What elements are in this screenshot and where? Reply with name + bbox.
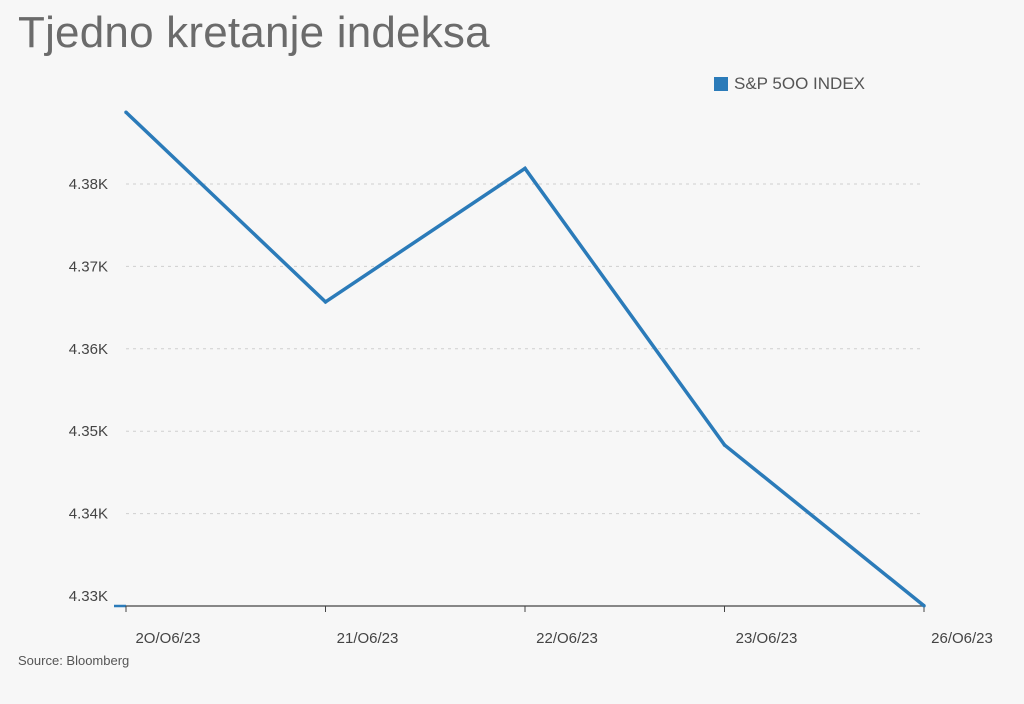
- x-tick-label: 22/O6/23: [536, 630, 598, 647]
- series-line-sp500: [124, 110, 926, 608]
- data-point: [722, 443, 727, 447]
- x-tick-label: 2O/O6/23: [135, 630, 200, 647]
- data-point: [922, 603, 926, 608]
- x-tick-label: 23/O6/23: [736, 630, 798, 647]
- y-tick-label: 4.33K: [69, 588, 108, 605]
- y-tick-label: 4.38K: [69, 176, 108, 193]
- legend-swatch: [714, 77, 728, 91]
- data-point: [124, 110, 128, 114]
- y-tick-label: 4.36K: [69, 341, 108, 358]
- legend: S&P 5OO INDEX: [714, 74, 865, 94]
- chart-title: Tjedno kretanje indeksa: [18, 8, 490, 57]
- y-tick-label: 4.35K: [69, 423, 108, 440]
- data-point: [523, 166, 527, 171]
- y-tick-label: 4.34K: [69, 506, 108, 523]
- x-tick-label: 26/O6/23: [931, 630, 993, 647]
- data-point: [323, 300, 328, 304]
- x-tick-label: 21/O6/23: [337, 630, 399, 647]
- legend-label: S&P 5OO INDEX: [734, 74, 866, 93]
- source-note: Source: Bloomberg: [18, 653, 130, 668]
- y-tick-label: 4.37K: [69, 258, 108, 275]
